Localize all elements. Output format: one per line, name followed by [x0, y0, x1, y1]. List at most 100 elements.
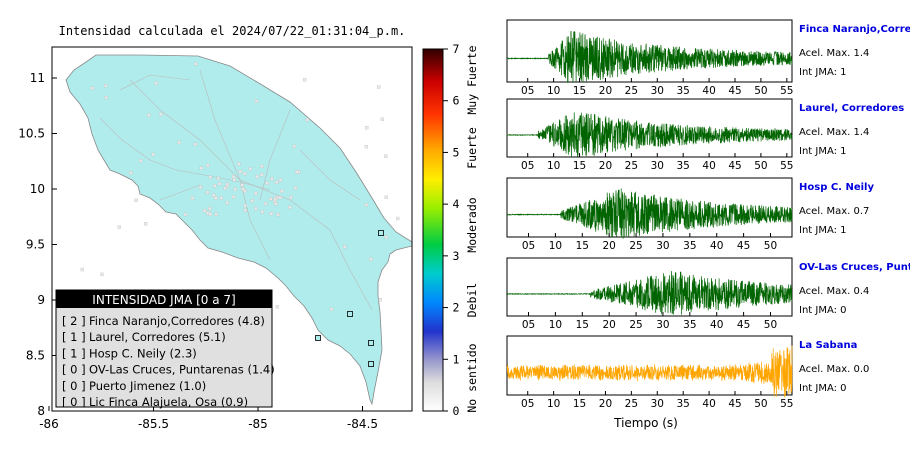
- station-marker: [219, 196, 223, 200]
- station-marker: [144, 222, 148, 226]
- map-title: Intensidad calculada el 2024/07/22_01:31…: [59, 24, 406, 38]
- legend-item-level: [ 0 ]: [62, 395, 86, 409]
- seismogram-x-tick-label: 25: [629, 240, 642, 252]
- station-marker-highlight: [315, 335, 321, 341]
- station-accel-max: Acel. Max. 1.4: [799, 127, 869, 138]
- station-marker: [199, 166, 203, 170]
- station-marker: [231, 194, 236, 199]
- map-x-tick-label: -84.5: [347, 417, 378, 431]
- seismogram-x-tick-label: 40: [710, 240, 723, 252]
- seismogram-x-tick-label: 55: [780, 85, 793, 97]
- station-marker: [129, 171, 133, 175]
- seismogram-x-tick-label: 15: [573, 398, 586, 410]
- seismogram-x-tick-label: 05: [521, 85, 534, 97]
- colorbar-category-label: Fuerte: [465, 127, 479, 169]
- legend-item-name: Laurel, Corredores (5.1): [89, 330, 226, 344]
- station-marker: [134, 198, 138, 202]
- station-marker: [159, 112, 163, 117]
- legend-header: [56, 290, 272, 308]
- colorbar-tick-label: 7: [453, 42, 460, 56]
- colorbar-tick-label: 4: [453, 197, 460, 211]
- station-marker: [384, 154, 388, 158]
- map-x-tick-label: -85.5: [138, 417, 169, 431]
- station-marker: [275, 305, 279, 309]
- station-marker: [80, 267, 84, 272]
- station-marker: [193, 142, 197, 146]
- station-marker: [243, 171, 247, 176]
- station-marker: [263, 201, 268, 206]
- station-marker: [364, 203, 369, 207]
- station-marker: [117, 225, 121, 229]
- seismogram-panel: 05 10 15 20 25 30 35 40 45 50 Hosp C. Neily Acel. M…: [506, 177, 874, 252]
- station-name: OV-Las Cruces, Puntar: [799, 262, 910, 273]
- station-marker: [208, 206, 212, 211]
- seismogram-x-tick-label: 15: [573, 85, 586, 97]
- seismogram-trace: [506, 270, 793, 315]
- station-marker: [104, 84, 108, 88]
- seismogram-x-tick-label: 40: [710, 319, 723, 331]
- station-name: La Sabana: [799, 340, 857, 351]
- seismogram-x-tick-label: 45: [728, 85, 741, 97]
- seismogram-trace: [506, 30, 793, 84]
- colorbar-category-label: Moderado: [465, 197, 479, 252]
- station-marker: [231, 175, 236, 179]
- station-marker: [202, 208, 207, 213]
- legend-item: [ 0 ] Puerto Jimenez (1.0): [62, 379, 206, 393]
- seismogram-panels: 05 10 15 20 25 30 35 40 45 50 55 Finca Naranjo,Corr…: [506, 19, 910, 410]
- station-marker: [217, 182, 222, 186]
- nicoya-detail: [99, 117, 271, 191]
- station-marker: [260, 210, 264, 214]
- seismogram-panel: 05 10 15 20 25 30 35 40 45 50 55 La Sabana Acel. Max…: [506, 335, 869, 410]
- map-y-tick-label: 11: [30, 71, 45, 85]
- intensity-legend: INTENSIDAD JMA [0 a 7] [ 2 ] Finca Naranj…: [55, 289, 275, 409]
- legend-item-level: [ 0 ]: [62, 363, 86, 377]
- station-jma-intensity: Int JMA: 0: [799, 383, 847, 394]
- colorbar-category-label: Debil: [465, 283, 479, 318]
- legend-item: [ 2 ] Finca Naranjo,Corredores (4.8): [62, 314, 265, 328]
- seismogram-x-tick-label: 05: [522, 240, 535, 252]
- seismogram-x-tick-label: 50: [754, 398, 767, 410]
- seismogram-x-tick-label: 20: [599, 398, 612, 410]
- station-marker-highlight: [347, 311, 353, 317]
- seismogram-x-tick-label: 40: [702, 398, 715, 410]
- intensity-colorbar: 0 1 2 3 4 5 6 7 No sentido Debil Moderado Fuerte Mu…: [422, 42, 479, 418]
- seismogram-x-tick-label: 20: [602, 319, 615, 331]
- station-marker: [295, 170, 299, 174]
- seismogram-x-tick-label: 20: [599, 160, 612, 172]
- seismogram-x-tick-label: 45: [737, 319, 750, 331]
- station-jma-intensity: Int JMA: 1: [799, 225, 847, 236]
- seismogram-x-tick-label: 15: [576, 240, 589, 252]
- station-marker: [190, 196, 195, 200]
- station-marker: [139, 159, 143, 163]
- station-marker: [177, 140, 181, 145]
- station-marker: [273, 197, 277, 202]
- seismogram-x-tick-label: 45: [728, 160, 741, 172]
- station-marker: [237, 162, 241, 166]
- station-marker: [206, 163, 210, 168]
- legend-item-name: Puerto Jimenez (1.0): [89, 379, 206, 393]
- seismogram-x-tick-label: 20: [602, 240, 615, 252]
- legend-title: INTENSIDAD JMA [0 a 7]: [92, 293, 235, 307]
- seismogram-x-tick-label: 50: [754, 85, 767, 97]
- station-marker: [194, 62, 198, 66]
- seismogram-x-tick-label: 15: [576, 319, 589, 331]
- station-marker: [216, 176, 221, 180]
- station-name: Laurel, Corredores: [799, 103, 904, 114]
- station-marker: [303, 78, 307, 82]
- station-marker: [376, 85, 381, 89]
- seismogram-trace: [506, 188, 793, 239]
- seismogram-frame: [506, 335, 793, 396]
- map-x-tick-label: -86: [39, 417, 59, 431]
- map-y-tick-label: 9: [37, 293, 45, 307]
- station-marker: [243, 203, 247, 208]
- seismogram-x-tick-label: 10: [547, 398, 560, 410]
- seismogram-x-tick-label: 05: [522, 319, 535, 331]
- station-marker: [275, 180, 279, 185]
- station-marker: [214, 212, 219, 216]
- station-marker: [395, 216, 400, 221]
- seismogram-x-tick-label: 10: [547, 85, 560, 97]
- station-jma-intensity: Int JMA: 1: [799, 146, 847, 157]
- station-marker: [248, 167, 253, 171]
- station-marker: [233, 187, 237, 191]
